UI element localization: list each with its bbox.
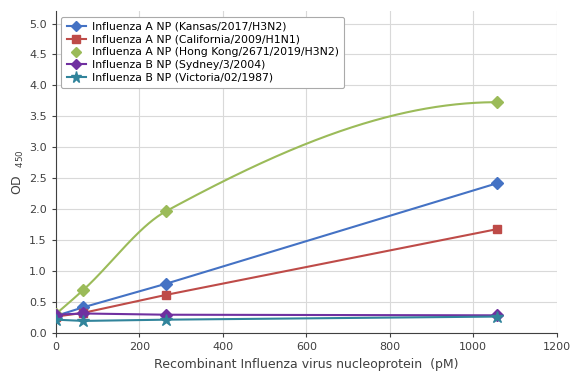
Influenza A NP (California/2009/H1N1) [52, 314, 59, 319]
Line: Influenza B NP (Sydney/3/2004): Influenza B NP (Sydney/3/2004) [52, 309, 501, 319]
Influenza B NP (Victoria/02/1987) [493, 314, 500, 319]
Y-axis label: OD  $_{450}$: OD $_{450}$ [11, 149, 26, 195]
Influenza A NP (Kansas/2017/H3N2) [162, 282, 169, 286]
Influenza B NP (Sydney/3/2004) [52, 312, 59, 317]
Influenza A NP (Hong Kong/2671/2019/H3N2) [52, 312, 59, 316]
Influenza B NP (Sydney/3/2004) [162, 312, 169, 317]
Influenza B NP (Sydney/3/2004) [493, 313, 500, 317]
Influenza A NP (Hong Kong/2671/2019/H3N2) [162, 209, 169, 214]
Influenza A NP (Kansas/2017/H3N2) [80, 305, 87, 309]
Influenza B NP (Sydney/3/2004) [80, 311, 87, 316]
Influenza B NP (Victoria/02/1987) [52, 317, 59, 322]
Line: Influenza A NP (Hong Kong/2671/2019/H3N2): Influenza A NP (Hong Kong/2671/2019/H3N2… [52, 98, 501, 318]
Influenza A NP (California/2009/H1N1) [162, 293, 169, 297]
Line: Influenza B NP (Victoria/02/1987): Influenza B NP (Victoria/02/1987) [49, 310, 503, 327]
Influenza A NP (Hong Kong/2671/2019/H3N2) [80, 288, 87, 292]
Influenza A NP (California/2009/H1N1) [80, 311, 87, 315]
Influenza B NP (Victoria/02/1987) [162, 317, 169, 322]
X-axis label: Recombinant Influenza virus nucleoprotein  (pM): Recombinant Influenza virus nucleoprotei… [154, 358, 459, 371]
Influenza A NP (Kansas/2017/H3N2) [493, 181, 500, 186]
Line: Influenza A NP (Kansas/2017/H3N2): Influenza A NP (Kansas/2017/H3N2) [52, 179, 501, 320]
Influenza B NP (Victoria/02/1987) [80, 319, 87, 323]
Influenza A NP (Kansas/2017/H3N2) [52, 314, 59, 318]
Influenza A NP (Hong Kong/2671/2019/H3N2) [493, 100, 500, 105]
Influenza A NP (California/2009/H1N1) [493, 227, 500, 231]
Legend: Influenza A NP (Kansas/2017/H3N2), Influenza A NP (California/2009/H1N1), Influe: Influenza A NP (Kansas/2017/H3N2), Influ… [61, 16, 344, 88]
Line: Influenza A NP (California/2009/H1N1): Influenza A NP (California/2009/H1N1) [52, 225, 501, 321]
